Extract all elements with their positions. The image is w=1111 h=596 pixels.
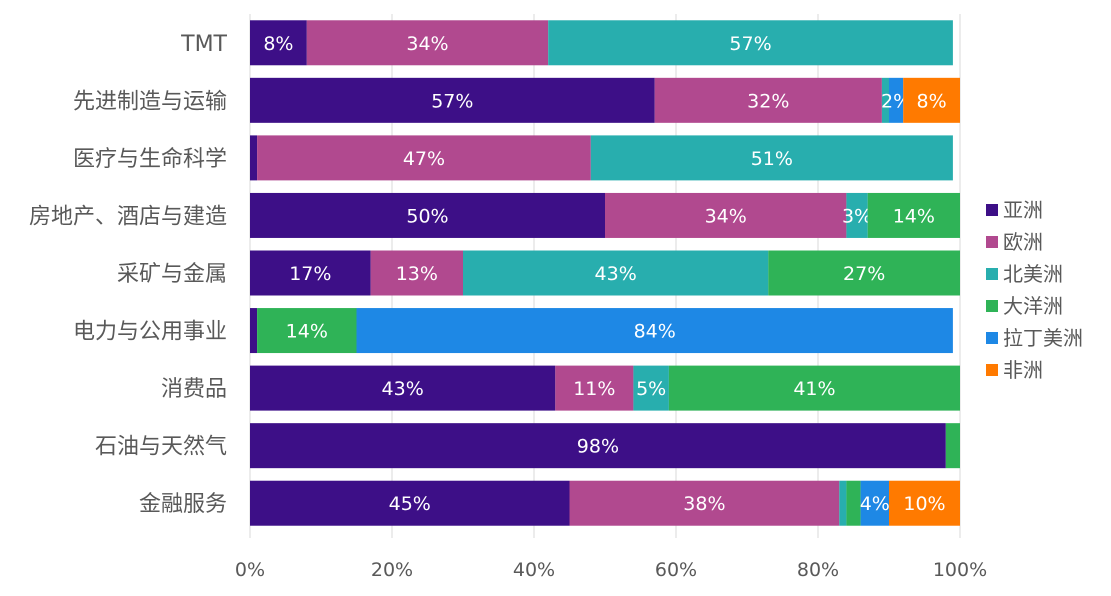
data-label: 84% [634, 321, 676, 343]
data-label: 45% [389, 493, 431, 515]
category-label: TMT [180, 32, 227, 57]
bar-segment [867, 192, 960, 238]
bar-segment [555, 365, 634, 411]
bar-segment [257, 135, 591, 181]
data-label: 38% [683, 493, 725, 515]
data-label: 41% [793, 378, 835, 400]
bar-segment [903, 77, 960, 123]
bar-segment [356, 308, 953, 354]
bar-segment [250, 365, 556, 411]
bar-segment [257, 308, 357, 354]
data-label: 8% [917, 90, 947, 112]
category-label: 采矿与金属 [117, 262, 227, 287]
bar-segment [250, 77, 655, 123]
data-label: 34% [705, 205, 747, 227]
data-label: 5% [636, 378, 666, 400]
bar-segment [569, 480, 840, 526]
bar-segment [889, 480, 960, 526]
legend-label: 大洋洲 [1003, 294, 1063, 318]
data-label: 3% [842, 205, 872, 227]
bar-segment [945, 423, 960, 469]
category-label: 金融服务 [139, 492, 227, 517]
data-label: 13% [396, 263, 438, 285]
bar-segment [881, 77, 889, 123]
bar-segment [250, 308, 258, 354]
bar-segment [250, 135, 258, 181]
bar-segment [633, 365, 669, 411]
x-tick-label: 80% [797, 559, 839, 581]
category-label: 电力与公用事业 [73, 320, 227, 345]
legend-swatch [986, 236, 998, 248]
data-label: 14% [893, 205, 935, 227]
bar-segment [889, 77, 904, 123]
legend-label: 亚洲 [1003, 198, 1043, 222]
data-label: 43% [382, 378, 424, 400]
bar-segment [370, 250, 463, 296]
x-tick-label: 20% [371, 559, 413, 581]
legend-label: 拉丁美洲 [1003, 326, 1083, 350]
legend-swatch [986, 364, 998, 376]
data-label: 47% [403, 148, 445, 170]
bar-segment [846, 192, 868, 238]
data-label: 98% [577, 436, 619, 458]
data-label: 27% [843, 263, 885, 285]
bar-segment [860, 480, 889, 526]
data-label: 57% [431, 90, 473, 112]
bar-segment [250, 250, 371, 296]
data-label: 4% [860, 493, 890, 515]
data-label: 57% [729, 33, 771, 55]
x-tick-label: 60% [655, 559, 697, 581]
data-label: 8% [263, 33, 293, 55]
bar-segment [306, 20, 549, 66]
bar-segment [768, 250, 960, 296]
legend-label: 欧洲 [1003, 230, 1043, 254]
data-label: 14% [286, 321, 328, 343]
bar-segment [250, 423, 946, 469]
bar-segment [668, 365, 960, 411]
data-label: 11% [573, 378, 615, 400]
data-label: 32% [747, 90, 789, 112]
category-label: 先进制造与运输 [73, 89, 227, 114]
data-label: 51% [751, 148, 793, 170]
legend-swatch [986, 332, 998, 344]
category-label: 医疗与生命科学 [73, 147, 227, 172]
bar-segment [250, 20, 307, 66]
legend-swatch [986, 268, 998, 280]
data-label: 50% [406, 205, 448, 227]
data-label: 17% [289, 263, 331, 285]
legend-label: 北美洲 [1003, 262, 1063, 286]
bar-segment [590, 135, 953, 181]
bar-segment [839, 480, 847, 526]
data-label: 43% [595, 263, 637, 285]
bar-segment [846, 480, 861, 526]
x-tick-label: 100% [933, 559, 987, 581]
bar-segment [250, 192, 605, 238]
bar-segment [548, 20, 953, 66]
bar-segment [250, 480, 570, 526]
bar-segment [605, 192, 847, 238]
legend-swatch [986, 204, 998, 216]
category-label: 消费品 [161, 377, 227, 402]
category-label: 房地产、酒店与建造 [29, 204, 227, 229]
bar-segment [463, 250, 769, 296]
legend-swatch [986, 300, 998, 312]
data-label: 34% [406, 33, 448, 55]
x-tick-label: 0% [235, 559, 265, 581]
bar-segment [654, 77, 882, 123]
category-label: 石油与天然气 [95, 435, 227, 460]
x-tick-label: 40% [513, 559, 555, 581]
legend-label: 非洲 [1003, 358, 1043, 382]
data-label: 10% [903, 493, 945, 515]
